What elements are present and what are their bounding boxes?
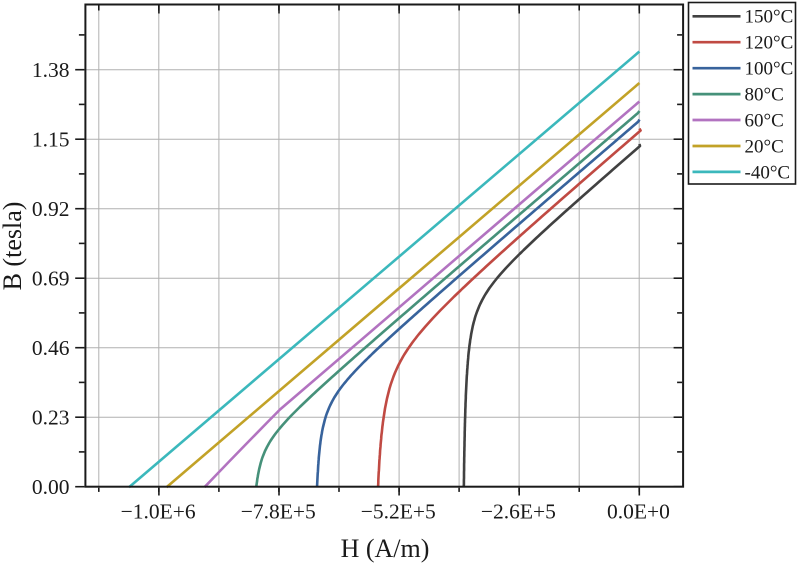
svg-text:80°C: 80°C	[745, 85, 784, 106]
svg-text:−7.8E+5: −7.8E+5	[241, 500, 316, 524]
svg-text:−2.6E+5: −2.6E+5	[481, 500, 556, 524]
svg-text:20°C: 20°C	[745, 136, 784, 157]
svg-text:100°C: 100°C	[745, 59, 794, 80]
svg-text:H (A/m): H (A/m)	[341, 534, 430, 563]
svg-text:120°C: 120°C	[745, 33, 794, 54]
svg-text:-40°C: -40°C	[745, 162, 791, 183]
svg-text:1.38: 1.38	[32, 58, 70, 82]
svg-text:0.46: 0.46	[32, 336, 70, 360]
svg-text:60°C: 60°C	[745, 110, 784, 131]
svg-text:−1.0E+6: −1.0E+6	[121, 500, 196, 524]
svg-text:150°C: 150°C	[745, 7, 794, 28]
svg-text:B (tesla): B (tesla)	[0, 202, 27, 291]
svg-text:−5.2E+5: −5.2E+5	[361, 500, 436, 524]
svg-text:0.92: 0.92	[32, 197, 70, 221]
svg-text:0.23: 0.23	[32, 405, 70, 429]
svg-text:1.15: 1.15	[32, 127, 70, 151]
svg-text:0.0E+0: 0.0E+0	[607, 500, 670, 524]
svg-text:0.69: 0.69	[32, 266, 70, 290]
svg-text:0.00: 0.00	[32, 475, 70, 499]
